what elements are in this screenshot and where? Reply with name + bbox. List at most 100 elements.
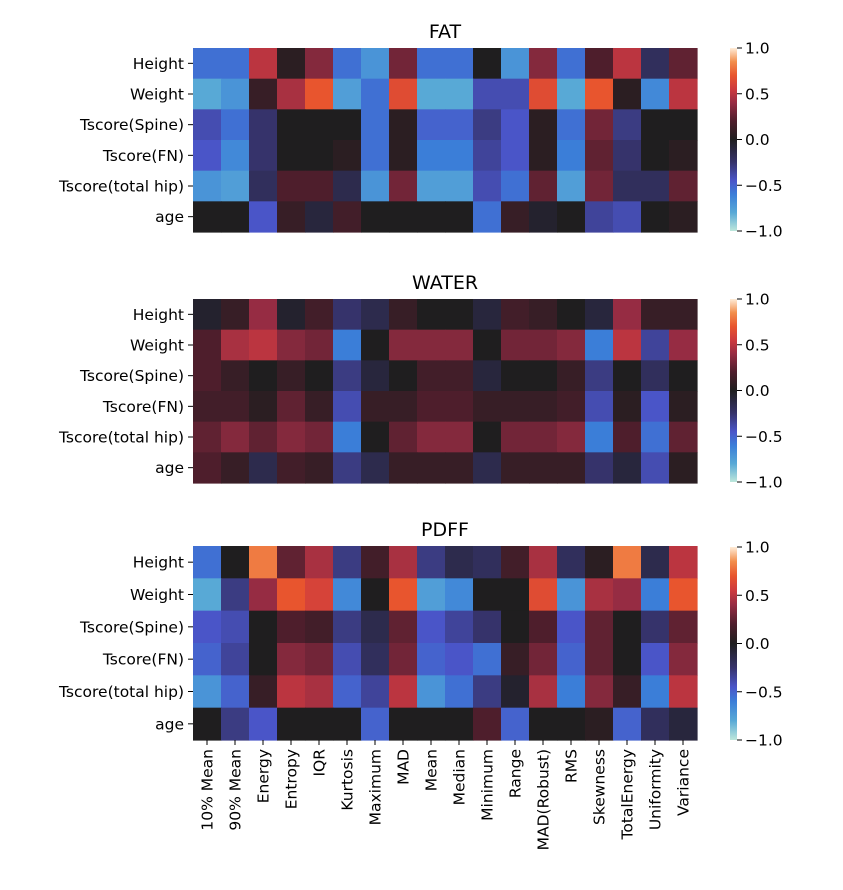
heatmap-cell — [669, 360, 698, 392]
heatmap-cell — [249, 391, 278, 423]
heatmap-cell — [305, 360, 334, 392]
heatmap-cell — [529, 578, 558, 612]
x-tick-label: 90% Mean — [227, 749, 245, 831]
heatmap-panel-fat: FAT Height Weight Tscore(Spine) Tscore(FN) Ts… — [58, 21, 783, 241]
heatmap-cell — [445, 109, 474, 141]
heatmap-cell — [445, 707, 474, 741]
heatmap-cell — [529, 546, 558, 579]
heatmap-cell — [417, 452, 446, 484]
heatmap-cell — [361, 643, 390, 676]
heatmap-cell — [305, 109, 334, 141]
heatmap-cell — [613, 610, 642, 644]
heatmap-cell — [361, 707, 390, 741]
heatmap-cell — [669, 421, 698, 453]
heatmap-cell — [249, 707, 278, 741]
heatmap-cell — [361, 578, 390, 612]
heatmap-cell — [585, 707, 614, 741]
heatmap-cell — [445, 421, 474, 453]
heatmap-cell — [389, 329, 418, 361]
heatmap-cell — [501, 170, 530, 202]
heatmap-cell — [613, 391, 642, 423]
heatmap-cell — [529, 452, 558, 484]
heatmap-cell — [501, 360, 530, 392]
heatmap-cell — [333, 421, 362, 453]
heatmap-cell — [193, 360, 222, 392]
heatmap-cell — [305, 421, 334, 453]
heatmap-cell — [641, 546, 670, 579]
heatmap-cell — [333, 48, 362, 80]
heatmap-cell — [557, 421, 586, 453]
heatmap-cell — [389, 452, 418, 484]
y-tick-label: Tscore(FN) — [102, 147, 184, 165]
heatmap-cell — [361, 675, 390, 709]
x-tick-label: Skewness — [591, 749, 609, 825]
heatmap-cell — [277, 48, 306, 80]
heatmap-cell — [473, 421, 502, 453]
heatmap-cells — [193, 48, 698, 233]
heatmap-cell — [305, 48, 334, 80]
heatmap-cell — [277, 707, 306, 741]
heatmap-cell — [389, 578, 418, 612]
heatmap-cell — [585, 48, 614, 80]
heatmap-cell — [193, 170, 222, 202]
heatmap-cell — [389, 643, 418, 676]
heatmap-cell — [417, 140, 446, 172]
heatmap-cell — [445, 48, 474, 80]
heatmap-cell — [473, 643, 502, 676]
heatmap-cell — [193, 140, 222, 172]
y-tick-label: Tscore(Spine) — [79, 367, 184, 385]
x-tick-label: Range — [507, 749, 525, 798]
colorbar-tick-label: 1.0 — [745, 539, 770, 557]
heatmap-panel-water: WATER Height Weight Tscore(Spine) Tscore(FN)… — [58, 272, 783, 492]
heatmap-cell — [613, 78, 642, 110]
heatmap-cell — [277, 452, 306, 484]
heatmap-cell — [473, 201, 502, 233]
heatmap-cell — [305, 675, 334, 709]
heatmap-cell — [529, 299, 558, 331]
heatmap-cell — [501, 578, 530, 612]
heatmap-cell — [193, 48, 222, 80]
heatmap-cell — [557, 140, 586, 172]
heatmap-cell — [389, 140, 418, 172]
heatmap-cell — [361, 201, 390, 233]
heatmap-cell — [389, 421, 418, 453]
heatmap-cell — [305, 546, 334, 579]
heatmap-cell — [445, 360, 474, 392]
heatmap-cell — [249, 578, 278, 612]
panel-title: WATER — [412, 272, 478, 294]
heatmap-cell — [361, 329, 390, 361]
heatmap-cell — [585, 170, 614, 202]
heatmap-cell — [557, 78, 586, 110]
heatmap-cell — [529, 140, 558, 172]
heatmap-cell — [613, 675, 642, 709]
heatmap-cell — [669, 546, 698, 579]
heatmap-cell — [585, 610, 614, 644]
heatmap-cell — [669, 140, 698, 172]
heatmap-cell — [557, 643, 586, 676]
heatmap-cell — [501, 643, 530, 676]
heatmap-cell — [277, 299, 306, 331]
heatmap-cell — [305, 201, 334, 233]
heatmap-cell — [501, 299, 530, 331]
heatmap-cell — [641, 578, 670, 612]
heatmap-cell — [193, 578, 222, 612]
heatmap-cell — [221, 578, 250, 612]
heatmap-cell — [277, 675, 306, 709]
heatmap-cell — [277, 170, 306, 202]
heatmap-cell — [389, 78, 418, 110]
heatmap-cell — [417, 675, 446, 709]
heatmap-cell — [613, 48, 642, 80]
heatmap-cell — [221, 48, 250, 80]
heatmap-cell — [585, 299, 614, 331]
heatmap-cell — [669, 299, 698, 331]
y-tick-label: age — [155, 208, 184, 226]
heatmap-cell — [501, 610, 530, 644]
heatmap-cell — [641, 109, 670, 141]
heatmap-cell — [473, 360, 502, 392]
heatmap-cell — [641, 48, 670, 80]
colorbar-tick-label: 0.5 — [745, 587, 770, 605]
heatmap-cell — [305, 452, 334, 484]
heatmap-cell — [361, 109, 390, 141]
heatmap-cell — [613, 360, 642, 392]
